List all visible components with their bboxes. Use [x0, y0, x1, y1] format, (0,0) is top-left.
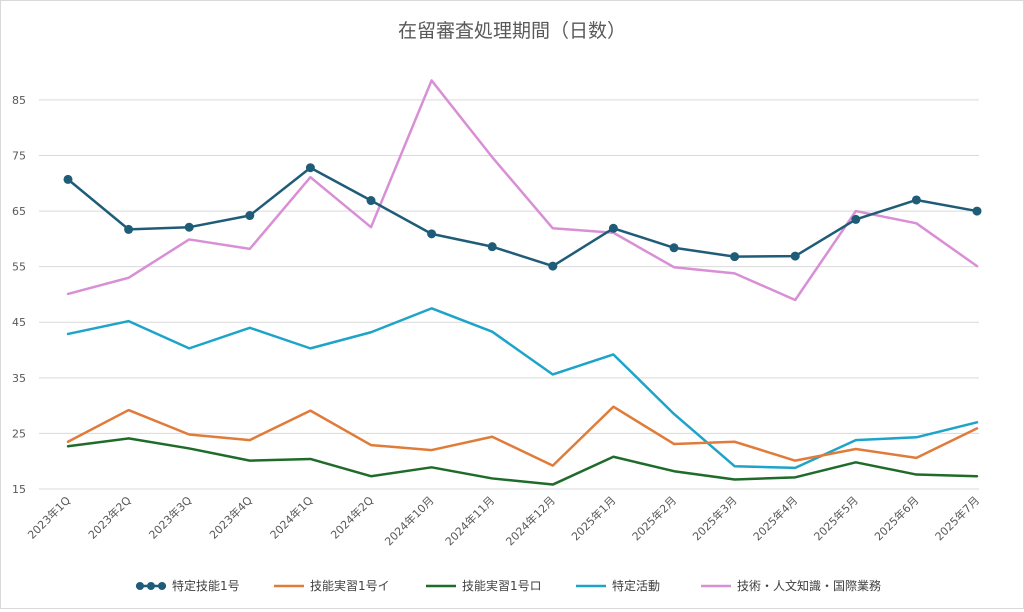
x-tick-label: 2025年2月 — [629, 493, 679, 543]
legend-marker — [136, 582, 144, 590]
y-tick-label: 45 — [12, 316, 26, 329]
data-point — [608, 223, 618, 233]
series-3 — [66, 307, 979, 470]
data-point — [790, 251, 800, 261]
legend-label: 特定活動 — [612, 578, 660, 593]
series-line — [66, 79, 979, 302]
y-tick-label: 15 — [12, 483, 26, 496]
data-point — [124, 224, 134, 234]
x-tick-label: 2025年6月 — [871, 493, 921, 543]
series-line — [66, 405, 979, 467]
x-tick-label: 2024年11月 — [442, 493, 497, 548]
x-tick-label: 2024年10月 — [382, 493, 437, 548]
data-point — [366, 196, 376, 206]
x-tick-label: 2025年5月 — [811, 493, 861, 543]
data-point — [851, 214, 861, 224]
x-tick-label: 2025年4月 — [750, 493, 800, 543]
data-point — [911, 195, 921, 205]
gridlines — [39, 99, 979, 490]
y-tick-label: 25 — [12, 427, 26, 440]
legend-marker — [158, 582, 166, 590]
data-point — [548, 261, 558, 271]
y-tick-label: 65 — [12, 205, 26, 218]
series-line — [66, 307, 979, 470]
data-point — [427, 229, 437, 239]
x-tick-label: 2023年2Q — [85, 493, 134, 542]
data-point — [184, 222, 194, 232]
x-tick-label: 2024年12月 — [503, 493, 558, 548]
x-tick-label: 2023年4Q — [206, 493, 255, 542]
series-line — [66, 166, 979, 268]
series-0 — [63, 163, 982, 271]
x-tick-label: 2024年2Q — [328, 493, 377, 542]
series-2 — [66, 437, 979, 486]
x-tick-label: 2024年1Q — [267, 493, 316, 542]
legend-label: 特定技能1号 — [172, 578, 240, 593]
x-tick-label: 2025年1月 — [568, 493, 618, 543]
x-tick-label: 2023年1Q — [25, 493, 74, 542]
series-4 — [66, 79, 979, 302]
x-tick-label: 2025年7月 — [932, 493, 982, 543]
y-axis-ticks: 15 25 35 45 55 65 75 85 — [12, 94, 26, 496]
data-point — [245, 211, 255, 221]
legend-item: 特定技能1号 — [136, 578, 240, 593]
y-tick-label: 55 — [12, 261, 26, 274]
series-lines — [63, 79, 982, 486]
chart-title: 在留審査処理期間（日数） — [398, 20, 626, 42]
legend-item: 技能実習1号ロ — [426, 578, 542, 593]
data-point — [487, 242, 497, 252]
y-tick-label: 85 — [12, 94, 26, 107]
x-tick-label: 2025年3月 — [690, 493, 740, 543]
series-1 — [66, 405, 979, 467]
legend-marker — [147, 582, 155, 590]
data-point — [305, 163, 315, 173]
x-axis-ticks: 2023年1Q 2023年2Q 2023年3Q 2023年4Q 2024年1Q 2024年… — [25, 493, 983, 548]
series-line — [66, 437, 979, 486]
data-point — [730, 252, 740, 262]
legend: 特定技能1号 技能実習1号イ 技能実習1号ロ 特定活動 技術・人文知識・国際業務 — [136, 578, 881, 593]
legend-item: 特定活動 — [576, 578, 660, 593]
y-tick-label: 35 — [12, 372, 26, 385]
legend-item: 技能実習1号イ — [274, 578, 390, 593]
data-point — [669, 243, 679, 253]
legend-label: 技能実習1号ロ — [462, 578, 542, 593]
legend-item: 技術・人文知識・国際業務 — [701, 578, 881, 593]
x-tick-label: 2023年3Q — [146, 493, 195, 542]
legend-label: 技能実習1号イ — [310, 578, 390, 593]
data-point — [972, 206, 982, 216]
legend-label: 技術・人文知識・国際業務 — [737, 578, 881, 593]
data-point — [63, 174, 73, 184]
y-tick-label: 75 — [12, 149, 26, 162]
